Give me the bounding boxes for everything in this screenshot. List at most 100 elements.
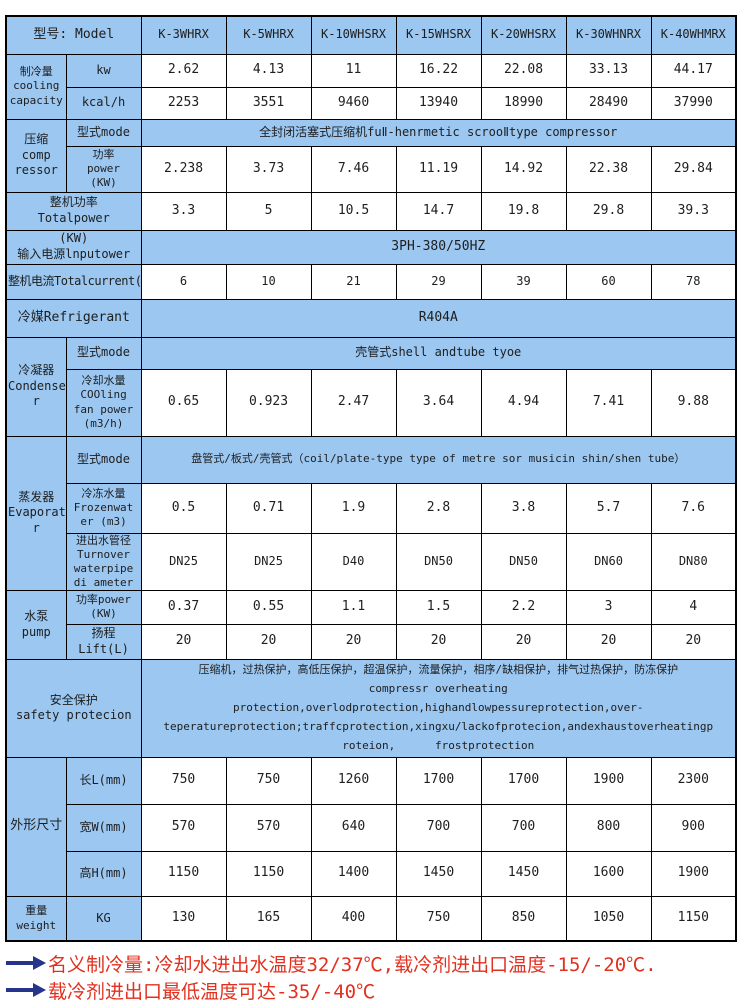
refrigerant-row: 冷媒Refrigerant R404A: [5, 298, 737, 338]
cooling-kcal-row: kcal/h 2253 3551 9460 13940 18990 28490 …: [6, 86, 737, 120]
value-cell: 20: [650, 623, 737, 660]
value-cell: 37990: [650, 86, 737, 120]
model-cell: K-10WHSRX: [310, 15, 397, 55]
evaporator-mode-row: 蒸发器 Evaporato r 型式mode 盘管式/板式/壳管式（coil/p…: [5, 435, 737, 591]
value-cell: 39.3: [650, 191, 737, 231]
value-cell: 10: [225, 263, 312, 300]
width-label: 宽W(mm): [65, 803, 142, 852]
kcal-unit-label: kcal/h: [65, 86, 142, 120]
value-cell: 21: [310, 263, 397, 300]
value-cell: 130: [140, 895, 227, 942]
value-cell: 640: [310, 803, 397, 852]
value-cell: 1260: [310, 756, 397, 805]
inputpower-label: (KW) 输入电源lnputower: [5, 229, 142, 265]
value-cell: 900: [650, 803, 737, 852]
compressor-power-row: 功率 power (KW) 2.238 3.73 7.46 11.19 14.9…: [6, 145, 737, 193]
value-cell: 750: [225, 756, 312, 805]
value-cell: 570: [140, 803, 227, 852]
value-cell: 2.238: [140, 145, 227, 193]
value-cell: 20: [140, 623, 227, 660]
compressor-power-label: 功率 power (KW): [65, 145, 142, 193]
value-cell: 9.88: [650, 368, 737, 437]
pump-power-label: 功率power (KW): [65, 589, 142, 625]
value-cell: 1450: [395, 850, 482, 897]
compressor-mode-value: 全封闭活塞式压缩机fuⅡ-henrmetic scrooⅡtype compre…: [140, 118, 737, 147]
inputpower-row: (KW) 输入电源lnputower 3PH-380/50HZ: [5, 229, 737, 265]
value-cell: 1900: [650, 850, 737, 897]
value-cell: 1700: [395, 756, 482, 805]
value-cell: 1450: [480, 850, 567, 897]
value-cell: 1150: [140, 850, 227, 897]
value-cell: 4: [650, 589, 737, 625]
value-cell: DN25: [225, 532, 312, 591]
model-cell: K-5WHRX: [225, 15, 312, 55]
dimension-height-row: 高H(mm) 1150 1150 1400 1450 1450 1600 190…: [6, 850, 737, 897]
value-cell: 29.84: [650, 145, 737, 193]
value-cell: 78: [650, 263, 737, 300]
value-cell: 1900: [565, 756, 652, 805]
value-cell: 1.9: [310, 482, 397, 534]
value-cell: 800: [565, 803, 652, 852]
mode-label: 型式mode: [65, 435, 142, 484]
model-cell: K-40WHMRX: [650, 15, 737, 55]
right-arrow-icon: [6, 983, 46, 998]
pump-power-row: 水泵 pump 功率power (KW) 0.37 0.55 1.1 1.5 2…: [5, 589, 737, 660]
value-cell: 7.41: [565, 368, 652, 437]
value-cell: 3551: [225, 86, 312, 120]
footnotes: 名义制冷量:冷却水进出水温度32/37℃,载冷剂进出口温度-15/-20℃. 载…: [6, 951, 740, 1003]
value-cell: 44.17: [650, 53, 737, 88]
value-cell: 0.37: [140, 589, 227, 625]
model-cell: K-20WHSRX: [480, 15, 567, 55]
value-cell: 5: [225, 191, 312, 231]
value-cell: 20: [310, 623, 397, 660]
footnote-text: 载冷剂进出口最低温度可达-35/-40℃: [48, 980, 376, 1003]
value-cell: 7.46: [310, 145, 397, 193]
pump-label: 水泵 pump: [5, 589, 67, 660]
value-cell: 28490: [565, 86, 652, 120]
value-cell: 29.8: [565, 191, 652, 231]
value-cell: 16.22: [395, 53, 482, 88]
dimension-width-row: 宽W(mm) 570 570 640 700 700 800 900: [6, 803, 737, 852]
pipe-diameter-label: 进出水管径 Turnover waterpipe di ameter: [65, 532, 142, 591]
value-cell: 1150: [225, 850, 312, 897]
value-cell: 33.13: [565, 53, 652, 88]
mode-label: 型式mode: [65, 336, 142, 370]
evaporator-pipe-row: 进出水管径 Turnover waterpipe di ameter DN25 …: [6, 532, 737, 591]
value-cell: 20: [565, 623, 652, 660]
value-cell: 2253: [140, 86, 227, 120]
pump-lift-row: 扬程 Lift(L) 20 20 20 20 20 20 20: [6, 623, 737, 660]
value-cell: 10.5: [310, 191, 397, 231]
dimension-length-row: 外形尺寸 长L(mm) 750 750 1260 1700 1700 1900 …: [5, 756, 737, 897]
value-cell: 14.92: [480, 145, 567, 193]
value-cell: 1700: [480, 756, 567, 805]
value-cell: 1150: [650, 895, 737, 942]
value-cell: 60: [565, 263, 652, 300]
compressor-label: 压缩 comp ressor: [5, 118, 67, 193]
value-cell: 570: [225, 803, 312, 852]
value-cell: 5.7: [565, 482, 652, 534]
value-cell: DN25: [140, 532, 227, 591]
value-cell: 700: [480, 803, 567, 852]
value-cell: 750: [140, 756, 227, 805]
value-cell: 0.71: [225, 482, 312, 534]
model-cell: K-30WHNRX: [565, 15, 652, 55]
value-cell: 0.5: [140, 482, 227, 534]
value-cell: 13940: [395, 86, 482, 120]
height-label: 高H(mm): [65, 850, 142, 897]
model-row: 型号: Model K-3WHRX K-5WHRX K-10WHSRX K-15…: [5, 15, 737, 55]
cooling-kw-row: 制冷量 cooling capacity kw 2.62 4.13 11 16.…: [5, 53, 737, 120]
value-cell: 3.64: [395, 368, 482, 437]
value-cell: 2300: [650, 756, 737, 805]
value-cell: 4.94: [480, 368, 567, 437]
value-cell: 1400: [310, 850, 397, 897]
value-cell: DN60: [565, 532, 652, 591]
value-cell: 400: [310, 895, 397, 942]
footnote-line: 载冷剂进出口最低温度可达-35/-40℃: [6, 978, 740, 1003]
totalcurrent-row: 整机电流Totalcurrent(A) 6 10 21 29 39 60 78: [5, 263, 737, 300]
evaporator-frozen-row: 冷冻水量 Frozenwat er (m3) 0.5 0.71 1.9 2.8 …: [6, 482, 737, 534]
weight-label: 重量 weight: [5, 895, 67, 942]
value-cell: DN80: [650, 532, 737, 591]
value-cell: D40: [310, 532, 397, 591]
value-cell: 22.08: [480, 53, 567, 88]
evaporator-label: 蒸发器 Evaporato r: [5, 435, 67, 591]
